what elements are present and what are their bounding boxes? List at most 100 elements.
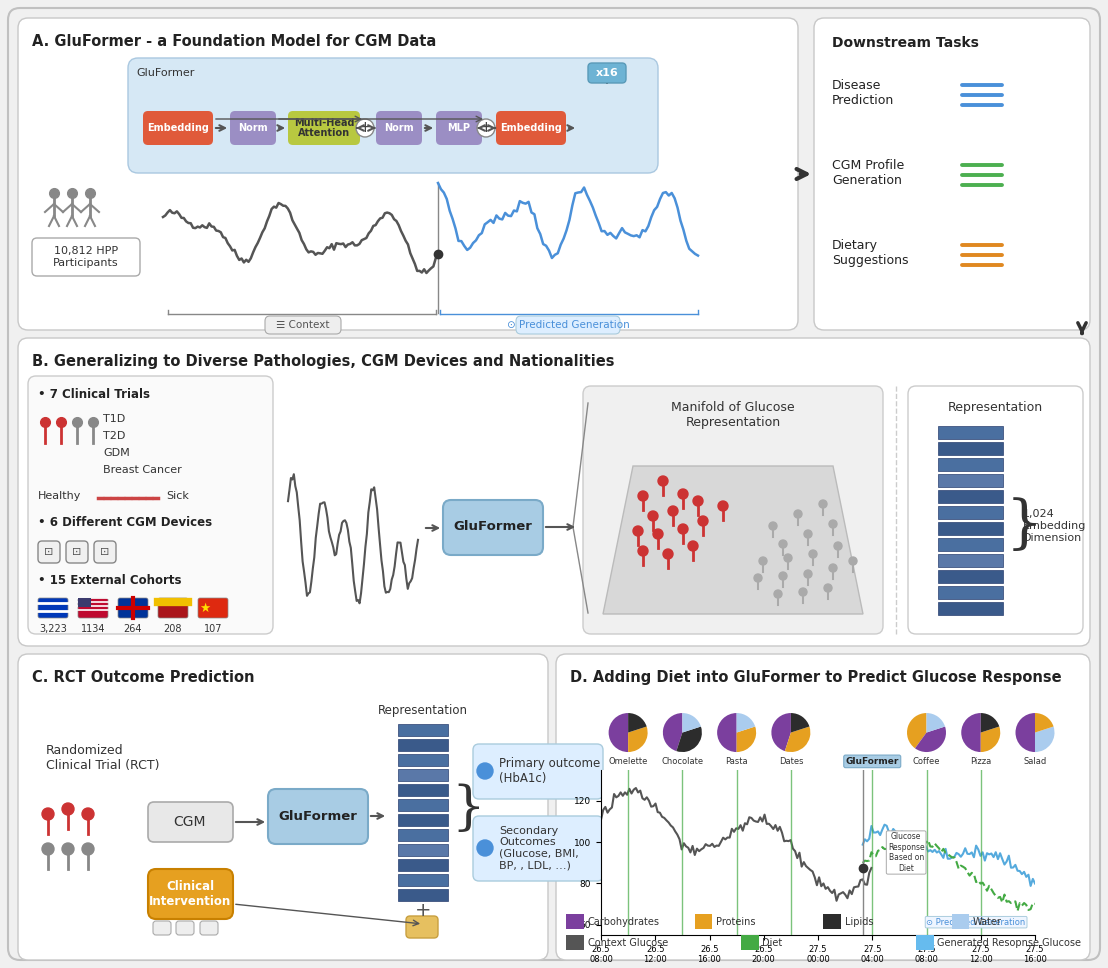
Circle shape	[698, 516, 708, 526]
FancyBboxPatch shape	[583, 386, 883, 634]
Wedge shape	[1035, 727, 1055, 752]
Text: GluFormer: GluFormer	[845, 757, 899, 766]
Wedge shape	[771, 713, 791, 751]
FancyBboxPatch shape	[148, 869, 233, 919]
Wedge shape	[717, 713, 737, 752]
Circle shape	[824, 584, 832, 592]
Text: • 7 Clinical Trials: • 7 Clinical Trials	[38, 388, 150, 401]
FancyBboxPatch shape	[406, 916, 438, 938]
Circle shape	[779, 540, 787, 548]
Wedge shape	[1016, 713, 1035, 752]
FancyBboxPatch shape	[230, 111, 276, 145]
Wedge shape	[676, 727, 701, 752]
Bar	[398, 739, 448, 751]
Text: ⊡: ⊡	[101, 547, 110, 557]
Text: CGM: CGM	[174, 815, 206, 829]
Circle shape	[804, 530, 812, 538]
Bar	[741, 935, 759, 950]
FancyBboxPatch shape	[376, 111, 422, 145]
Bar	[938, 490, 1003, 503]
Circle shape	[478, 840, 493, 856]
FancyBboxPatch shape	[8, 8, 1100, 960]
Text: • 6 Different CGM Devices: • 6 Different CGM Devices	[38, 516, 212, 529]
FancyBboxPatch shape	[38, 598, 68, 618]
FancyBboxPatch shape	[265, 316, 341, 334]
Bar	[938, 474, 1003, 487]
Circle shape	[658, 476, 668, 486]
Text: Norm: Norm	[384, 123, 413, 133]
Text: 3,223: 3,223	[39, 624, 66, 634]
Circle shape	[42, 808, 54, 820]
Text: 208: 208	[164, 624, 182, 634]
Text: ⊡: ⊡	[72, 547, 82, 557]
Circle shape	[478, 119, 495, 137]
Text: Clinical
Intervention: Clinical Intervention	[148, 880, 232, 908]
Text: ⊙ Predicted Generation: ⊙ Predicted Generation	[506, 320, 629, 330]
FancyBboxPatch shape	[32, 238, 140, 276]
Wedge shape	[737, 713, 756, 733]
Circle shape	[668, 506, 678, 516]
Circle shape	[42, 843, 54, 855]
Text: C. RCT Outcome Prediction: C. RCT Outcome Prediction	[32, 670, 255, 685]
Circle shape	[478, 763, 493, 779]
Wedge shape	[608, 713, 628, 752]
Text: MLP: MLP	[448, 123, 471, 133]
Text: Pizza: Pizza	[971, 757, 992, 766]
Text: }: }	[451, 783, 484, 834]
Text: Context Glucose: Context Glucose	[587, 938, 668, 948]
Bar	[398, 769, 448, 781]
Wedge shape	[791, 713, 810, 733]
Circle shape	[718, 501, 728, 511]
FancyBboxPatch shape	[496, 111, 566, 145]
Circle shape	[779, 572, 787, 580]
Text: Glucose
Response
Based on
Diet: Glucose Response Based on Diet	[888, 832, 924, 872]
Text: Carbohydrates: Carbohydrates	[587, 917, 659, 926]
Text: Diet: Diet	[762, 938, 782, 948]
FancyBboxPatch shape	[268, 789, 368, 844]
Text: Generated Resopnse Glucose: Generated Resopnse Glucose	[937, 938, 1081, 948]
FancyBboxPatch shape	[907, 386, 1083, 634]
Text: GluFormer: GluFormer	[278, 809, 358, 823]
Text: T2D: T2D	[103, 431, 125, 441]
FancyBboxPatch shape	[129, 58, 658, 173]
Text: Downstream Tasks: Downstream Tasks	[832, 36, 978, 50]
Text: Pasta: Pasta	[726, 757, 748, 766]
Text: Representation: Representation	[378, 704, 468, 717]
Circle shape	[82, 843, 94, 855]
Bar	[938, 458, 1003, 471]
Text: Omelette: Omelette	[608, 757, 648, 766]
FancyBboxPatch shape	[78, 598, 107, 618]
Bar	[398, 754, 448, 766]
FancyBboxPatch shape	[556, 654, 1090, 960]
Circle shape	[829, 564, 837, 572]
Wedge shape	[907, 713, 926, 748]
Text: Representation: Representation	[948, 401, 1043, 414]
Circle shape	[849, 557, 856, 565]
Text: T1D: T1D	[103, 414, 125, 424]
Circle shape	[62, 843, 74, 855]
FancyBboxPatch shape	[588, 63, 626, 83]
Circle shape	[809, 550, 817, 558]
Text: GluFormer: GluFormer	[453, 521, 533, 533]
Text: +: +	[414, 901, 431, 921]
Circle shape	[688, 541, 698, 551]
Text: Disease
Prediction: Disease Prediction	[832, 79, 894, 107]
Text: ⊙ Predicted Generation: ⊙ Predicted Generation	[926, 918, 1026, 926]
Bar	[566, 935, 584, 950]
FancyBboxPatch shape	[148, 802, 233, 842]
FancyBboxPatch shape	[814, 18, 1090, 330]
Text: }: }	[1006, 498, 1043, 554]
Circle shape	[804, 570, 812, 578]
Bar	[952, 914, 970, 929]
Circle shape	[834, 542, 842, 550]
Text: ★: ★	[199, 601, 211, 615]
FancyBboxPatch shape	[94, 541, 116, 563]
Wedge shape	[663, 713, 683, 751]
Circle shape	[633, 526, 643, 536]
FancyBboxPatch shape	[18, 338, 1090, 646]
Circle shape	[678, 524, 688, 534]
FancyBboxPatch shape	[158, 598, 188, 618]
Bar	[398, 829, 448, 841]
FancyBboxPatch shape	[176, 921, 194, 935]
Circle shape	[638, 491, 648, 501]
